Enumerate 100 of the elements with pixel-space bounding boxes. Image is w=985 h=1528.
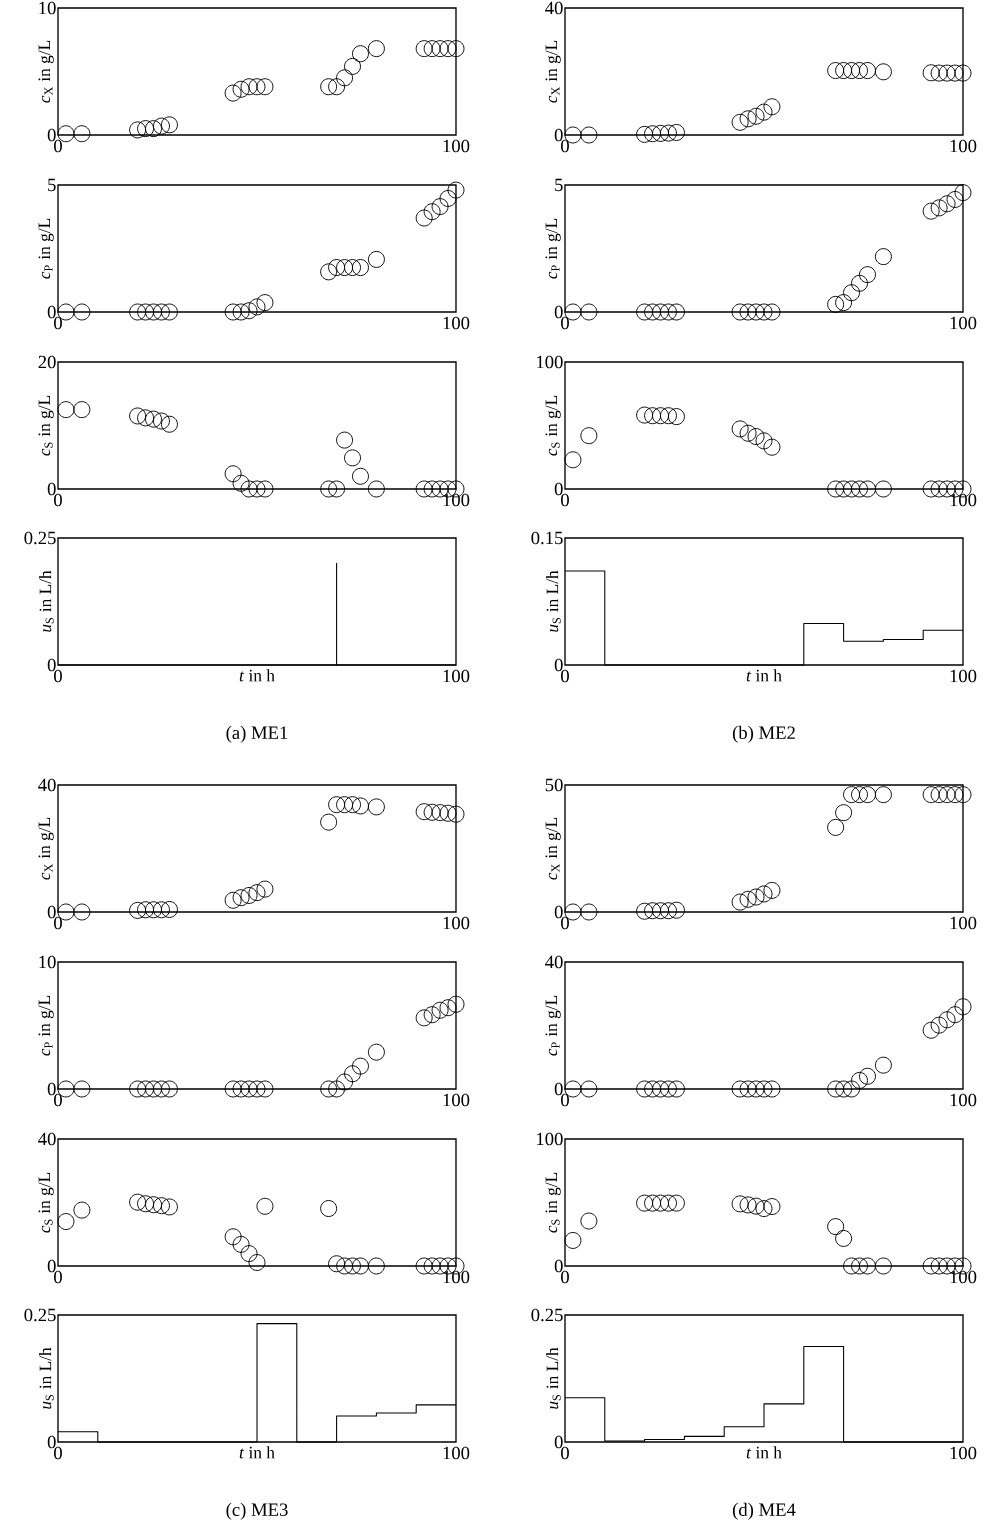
point [352,259,369,277]
point [747,303,765,321]
point [922,786,940,804]
x-tick-label: 100 [443,1446,470,1460]
point [328,78,346,96]
point [57,401,75,419]
point [73,1201,91,1219]
point [137,120,155,138]
point [922,64,940,82]
point [320,78,338,96]
point [580,126,598,144]
point [153,1080,170,1098]
point [843,1080,861,1098]
point [160,116,178,134]
x-tick-label: 100 [443,1093,470,1107]
point [827,480,845,498]
point [232,889,250,907]
point [747,107,765,125]
point [415,480,433,498]
point [763,1198,781,1216]
y-tick-label: 10 [39,1,56,15]
point [580,1212,598,1230]
point [447,40,465,58]
x-tick-label: 100 [950,669,977,683]
y-tick-label: 5 [555,178,563,192]
text: (d) ME4 [732,1502,796,1520]
x-tick-label: 100 [443,139,470,153]
point [660,124,677,142]
point [827,1218,845,1236]
y-tick-label: 0.15 [531,531,563,545]
point [256,294,274,312]
point [328,480,346,498]
point [423,203,441,221]
y-axis-title: u$_{S}$ in L/h [546,1347,561,1409]
point [73,1080,91,1098]
point [636,1080,654,1098]
point [248,1254,266,1271]
point [344,259,361,277]
point [755,432,773,450]
point [423,480,441,498]
point [336,1257,354,1275]
point [946,786,964,804]
y-tick-label: 0 [47,1435,56,1449]
y-tick-label: 100 [537,1132,563,1146]
point [835,1229,853,1247]
point [739,110,757,128]
point [153,412,170,430]
point [843,480,861,498]
point [439,40,457,58]
point [248,884,266,902]
point [859,62,876,80]
point [874,480,892,498]
point [747,888,765,906]
point [938,195,956,213]
y-tick-label: 40 [38,1132,56,1146]
point [367,1257,385,1275]
point [851,480,868,498]
point [232,1080,250,1098]
point [652,1194,669,1212]
point [431,198,449,216]
point [652,124,669,142]
x-tick-label: 100 [950,1446,977,1460]
x-tick-label: 100 [443,916,470,930]
point [232,303,250,321]
point [874,1056,892,1074]
point [224,1080,242,1098]
y-axis-title: c$_{X}$ in g/L [38,40,54,103]
point [874,1257,892,1275]
point [447,181,465,199]
y-tick-label: 0.25 [24,1308,56,1322]
point [954,998,972,1016]
y-tick-label: 40 [545,955,563,969]
y-tick-label: 0 [47,128,56,142]
point [153,117,170,135]
x-tick-label: 100 [443,669,470,683]
point [954,64,972,82]
x-axis-title: t in h [239,1446,275,1459]
y-tick-label: 0 [47,658,56,672]
point [922,202,940,220]
point [145,303,162,321]
point [336,431,354,449]
point [667,408,685,426]
point [739,303,757,321]
point [747,1080,765,1098]
point [153,901,170,919]
point [240,78,258,96]
point [431,1001,449,1019]
point [652,303,669,321]
point [256,1197,274,1215]
point [660,407,677,425]
point [851,274,868,292]
point [224,891,242,909]
point [874,786,892,804]
y-tick-label: 40 [545,1,563,15]
point [129,303,147,321]
point [660,1080,677,1098]
x-axis-title: t in h [746,669,782,682]
y-tick-label: 10 [39,955,56,969]
point [336,1073,354,1091]
point [946,191,964,208]
